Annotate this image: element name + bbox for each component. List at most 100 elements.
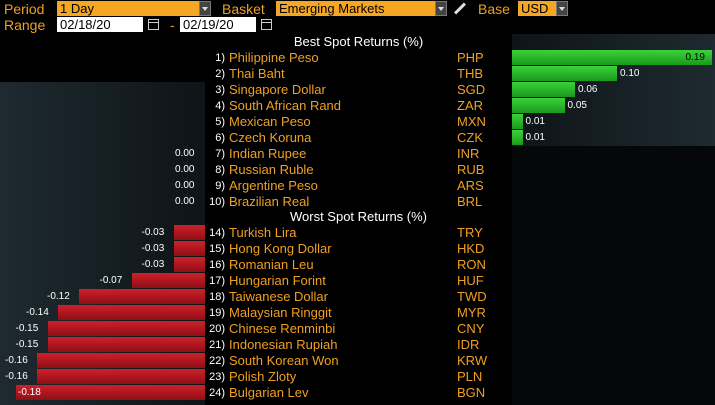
- worst-row[interactable]: 20) Chinese Renminbi CNY: [205, 321, 512, 337]
- worst-row[interactable]: 21) Indonesian Rupiah IDR: [205, 337, 512, 353]
- currency-name: Hong Kong Dollar: [229, 241, 332, 256]
- return-value: 0.10: [620, 68, 640, 79]
- best-row[interactable]: 6) Czech Koruna CZK: [205, 130, 512, 146]
- base-select[interactable]: USD: [518, 1, 556, 16]
- currency-name: Bulgarian Lev: [229, 385, 309, 400]
- best-row[interactable]: 5) Mexican Peso MXN: [205, 114, 512, 130]
- return-value: 0.00: [175, 196, 195, 207]
- return-value: 0.01: [525, 132, 545, 143]
- best-row[interactable]: 4) South African Rand ZAR: [205, 98, 512, 114]
- worst-row[interactable]: 17) Hungarian Forint HUF: [205, 273, 512, 289]
- row-rank: 15): [209, 243, 225, 255]
- return-value: 0.01: [525, 116, 545, 127]
- row-rank: 10): [209, 196, 225, 208]
- return-bar: [512, 98, 565, 113]
- worst-row[interactable]: 18) Taiwanese Dollar TWD: [205, 289, 512, 305]
- currency-name: Malaysian Ringgit: [229, 305, 332, 320]
- worst-row[interactable]: 19) Malaysian Ringgit MYR: [205, 305, 512, 321]
- row-rank: 24): [209, 387, 225, 399]
- row-rank: 14): [209, 227, 225, 239]
- return-bar: [16, 385, 205, 400]
- calendar-icon[interactable]: [261, 19, 272, 30]
- currency-code: HUF: [457, 273, 484, 288]
- return-bar: [173, 241, 205, 256]
- return-bar: [512, 130, 523, 145]
- currency-code: IDR: [457, 337, 480, 352]
- row-rank: 6): [215, 132, 225, 144]
- returns-panel: Best Spot Returns (%) 1) Philippine Peso P…: [0, 34, 715, 405]
- best-returns-title: Best Spot Returns (%): [293, 34, 424, 49]
- currency-name: Argentine Peso: [229, 178, 318, 193]
- return-value: -0.16: [5, 355, 28, 366]
- worst-returns-title: Worst Spot Returns (%): [289, 209, 428, 224]
- currency-code: HKD: [457, 241, 485, 256]
- best-row[interactable]: 2) Thai Baht THB: [205, 66, 512, 82]
- period-select[interactable]: 1 Day: [57, 1, 199, 16]
- currency-name: Singapore Dollar: [229, 82, 326, 97]
- return-bar: [47, 337, 205, 352]
- currency-name: Czech Koruna: [229, 130, 312, 145]
- worst-row[interactable]: 15) Hong Kong Dollar HKD: [205, 241, 512, 257]
- currency-name: Indian Rupee: [229, 146, 307, 161]
- period-dropdown-icon[interactable]: [199, 1, 211, 16]
- currency-code: PLN: [457, 369, 483, 384]
- return-value: 0.19: [685, 52, 705, 63]
- worst-row[interactable]: 23) Polish Zloty PLN: [205, 369, 512, 385]
- row-rank: 7): [215, 148, 225, 160]
- return-value: -0.16: [5, 371, 28, 382]
- currency-code: PHP: [457, 50, 484, 65]
- worst-row[interactable]: 22) South Korean Won KRW: [205, 353, 512, 369]
- currency-code: CNY: [457, 321, 485, 336]
- currency-code: TWD: [457, 289, 487, 304]
- currency-code: RUB: [457, 162, 485, 177]
- best-row[interactable]: 1) Philippine Peso PHP: [205, 50, 512, 66]
- return-value: -0.03: [141, 259, 165, 270]
- worst-row[interactable]: 24) Bulgarian Lev BGN: [205, 385, 512, 401]
- row-rank: 22): [209, 355, 225, 367]
- return-bar: [58, 305, 205, 320]
- currency-name: Polish Zloty: [229, 369, 297, 384]
- return-value: -0.18: [18, 387, 41, 398]
- currency-code: ZAR: [457, 98, 483, 113]
- row-rank: 21): [209, 339, 225, 351]
- best-row[interactable]: 7) Indian Rupee INR: [205, 146, 512, 162]
- return-value: 0.05: [567, 100, 587, 111]
- best-row[interactable]: 9) Argentine Peso ARS: [205, 178, 512, 194]
- currency-name: Russian Ruble: [229, 162, 314, 177]
- range-start-field[interactable]: 02/18/20: [57, 17, 143, 32]
- return-bar: [131, 273, 205, 288]
- best-row[interactable]: 3) Singapore Dollar SGD: [205, 82, 512, 98]
- return-bar: [79, 289, 205, 304]
- pencil-icon[interactable]: [453, 2, 467, 15]
- row-rank: 2): [215, 68, 225, 80]
- worst-row[interactable]: 16) Romanian Leu RON: [205, 257, 512, 273]
- row-rank: 23): [209, 371, 225, 383]
- base-dropdown-icon[interactable]: [556, 1, 568, 16]
- range-end-field[interactable]: 02/19/20: [180, 17, 256, 32]
- currency-name: South Korean Won: [229, 353, 339, 368]
- return-value: -0.07: [99, 275, 123, 286]
- currency-code: BRL: [457, 194, 483, 209]
- return-bar: [512, 114, 523, 129]
- return-bar: [37, 353, 205, 368]
- return-bar: [512, 66, 617, 81]
- basket-dropdown-icon[interactable]: [435, 1, 447, 16]
- calendar-icon[interactable]: [148, 19, 159, 30]
- best-row[interactable]: 8) Russian Ruble RUB: [205, 162, 512, 178]
- best-row[interactable]: 10) Brazilian Real BRL: [205, 194, 512, 210]
- toolbar: Period 1 Day Basket Emerging Markets Bas…: [0, 0, 715, 34]
- row-rank: 16): [209, 259, 225, 271]
- return-value: -0.14: [26, 307, 49, 318]
- row-rank: 1): [215, 52, 225, 64]
- currency-code: TRY: [457, 225, 483, 240]
- return-bar: [47, 321, 205, 336]
- worst-row[interactable]: 14) Turkish Lira TRY: [205, 225, 512, 241]
- currency-name: Hungarian Forint: [229, 273, 326, 288]
- row-rank: 20): [209, 323, 225, 335]
- row-rank: 9): [215, 180, 225, 192]
- currency-code: ARS: [457, 178, 484, 193]
- return-value: -0.15: [15, 323, 39, 334]
- row-rank: 8): [215, 164, 225, 176]
- basket-select[interactable]: Emerging Markets: [276, 1, 435, 16]
- period-label: Period: [4, 1, 45, 17]
